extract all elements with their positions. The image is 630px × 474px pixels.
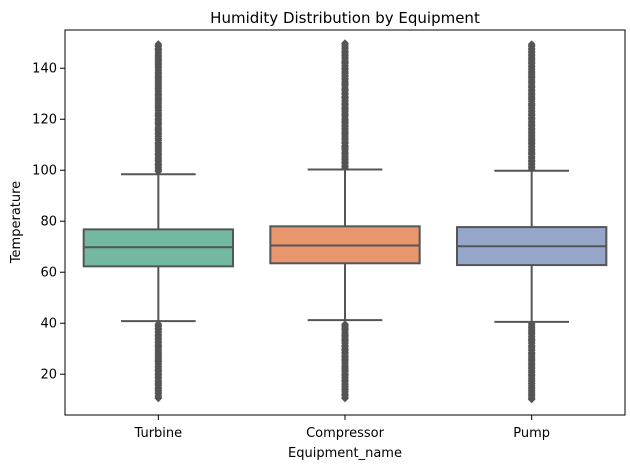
- x-tick-label: Pump: [513, 426, 550, 441]
- x-axis-label: Equipment_name: [288, 446, 402, 461]
- y-axis-label: Temperature: [9, 181, 24, 264]
- plot-area: [82, 39, 608, 404]
- box-turbine: [82, 40, 234, 403]
- outlier-point-low: [341, 320, 349, 329]
- y-tick-label: 60: [40, 266, 57, 281]
- y-tick-label: 100: [32, 164, 57, 179]
- outlier-point-high: [527, 40, 536, 48]
- box-compressor: [269, 39, 421, 403]
- outlier-point-high: [154, 40, 163, 48]
- outlier-point-low: [154, 320, 163, 328]
- x-tick-label: Compressor: [306, 426, 385, 441]
- chart-title: Humidity Distribution by Equipment: [210, 9, 480, 27]
- y-tick-label: 120: [32, 113, 57, 128]
- outlier-point-high: [341, 39, 349, 47]
- box-pump: [456, 40, 608, 404]
- y-axis: 20 40 60 80 100 120 140: [32, 62, 65, 383]
- y-tick-label: 140: [32, 62, 57, 77]
- y-tick-label: 20: [40, 368, 57, 383]
- y-tick-label: 80: [40, 215, 57, 230]
- x-tick-label: Turbine: [134, 426, 183, 441]
- outlier-point-low: [527, 320, 536, 328]
- y-tick-label: 40: [40, 317, 57, 332]
- x-axis: Turbine Compressor Pump: [134, 415, 550, 441]
